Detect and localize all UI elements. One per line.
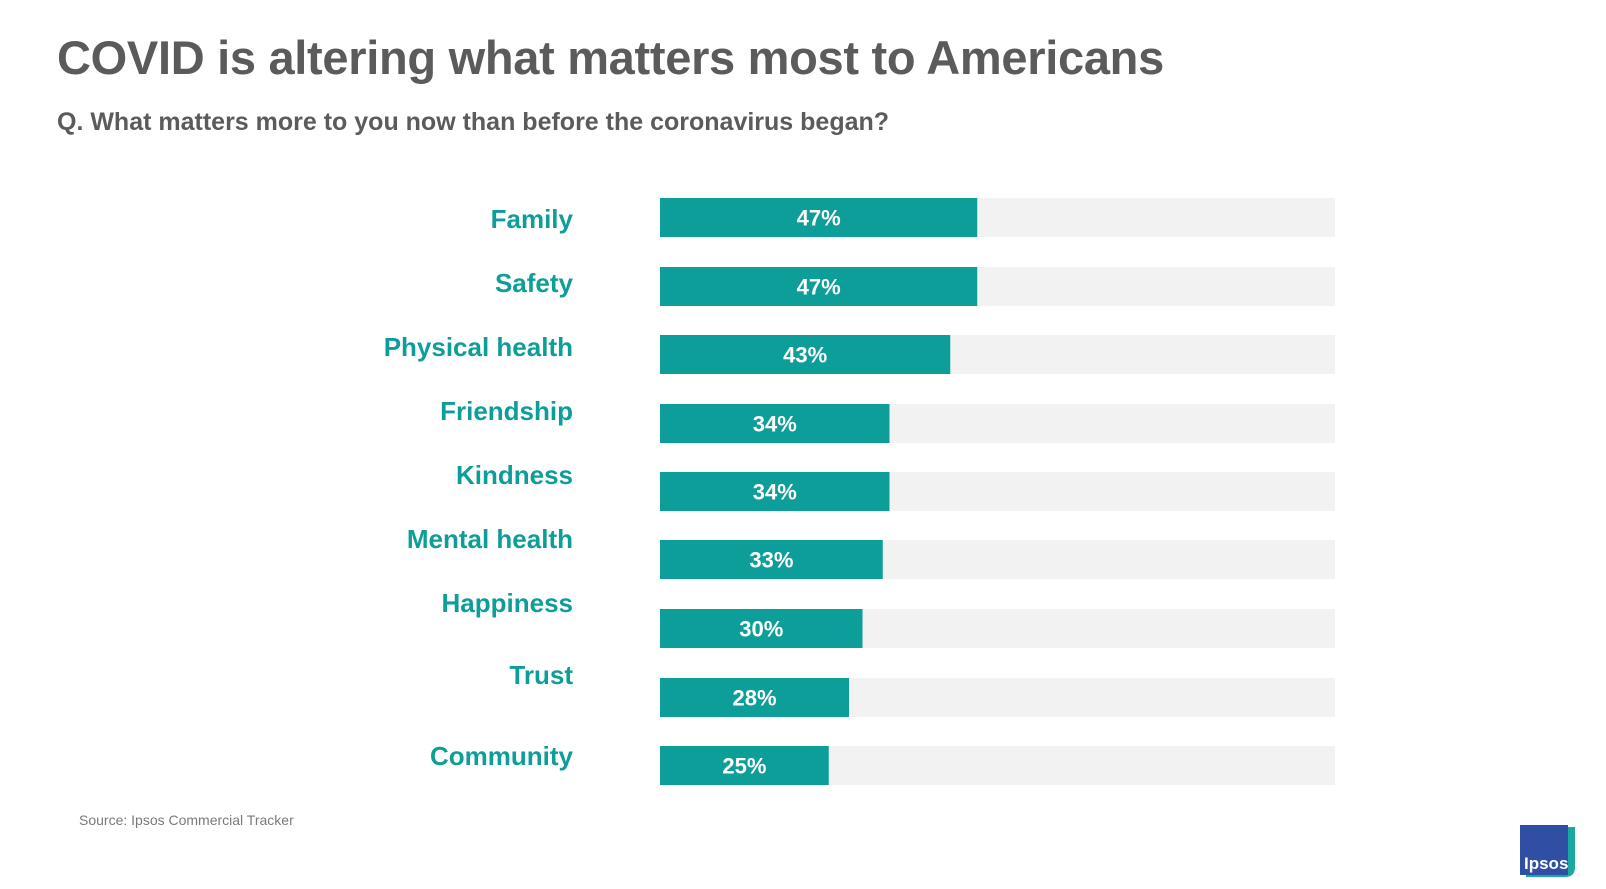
chart-subtitle: Q. What matters more to you now than bef… bbox=[57, 108, 890, 136]
value-label: 47% bbox=[797, 275, 841, 300]
category-label: Community bbox=[430, 741, 574, 771]
value-label: 28% bbox=[732, 686, 776, 711]
category-label: Kindness bbox=[456, 460, 573, 490]
category-label: Physical health bbox=[384, 332, 573, 362]
source-note: Source: Ipsos Commercial Tracker bbox=[79, 812, 294, 828]
value-label: 33% bbox=[749, 548, 793, 573]
value-label: 34% bbox=[753, 480, 797, 505]
chart-title: COVID is altering what matters most to A… bbox=[57, 31, 1164, 84]
bar-happiness bbox=[660, 609, 863, 648]
value-label: 30% bbox=[739, 617, 783, 642]
category-label: Safety bbox=[495, 268, 574, 298]
bar-kindness bbox=[660, 472, 890, 511]
category-label: Trust bbox=[509, 660, 573, 690]
category-label: Family bbox=[491, 204, 574, 234]
ipsos-logo: Ipsos bbox=[1520, 825, 1575, 877]
value-label: 25% bbox=[722, 754, 766, 779]
bar-physical-health bbox=[660, 335, 951, 374]
value-label: 34% bbox=[753, 412, 797, 437]
value-label: 47% bbox=[797, 206, 841, 231]
value-label: 43% bbox=[783, 343, 827, 368]
logo-text: Ipsos bbox=[1524, 854, 1568, 873]
bar-friendship bbox=[660, 404, 890, 443]
bar-trust bbox=[660, 678, 849, 717]
logo-square bbox=[1520, 825, 1568, 875]
bar-community bbox=[660, 746, 829, 785]
bar-mental-health bbox=[660, 540, 883, 579]
category-label: Friendship bbox=[440, 396, 573, 426]
bar-family bbox=[660, 198, 978, 237]
category-label: Mental health bbox=[407, 524, 573, 554]
bar-safety bbox=[660, 267, 978, 306]
category-label: Happiness bbox=[442, 588, 574, 618]
